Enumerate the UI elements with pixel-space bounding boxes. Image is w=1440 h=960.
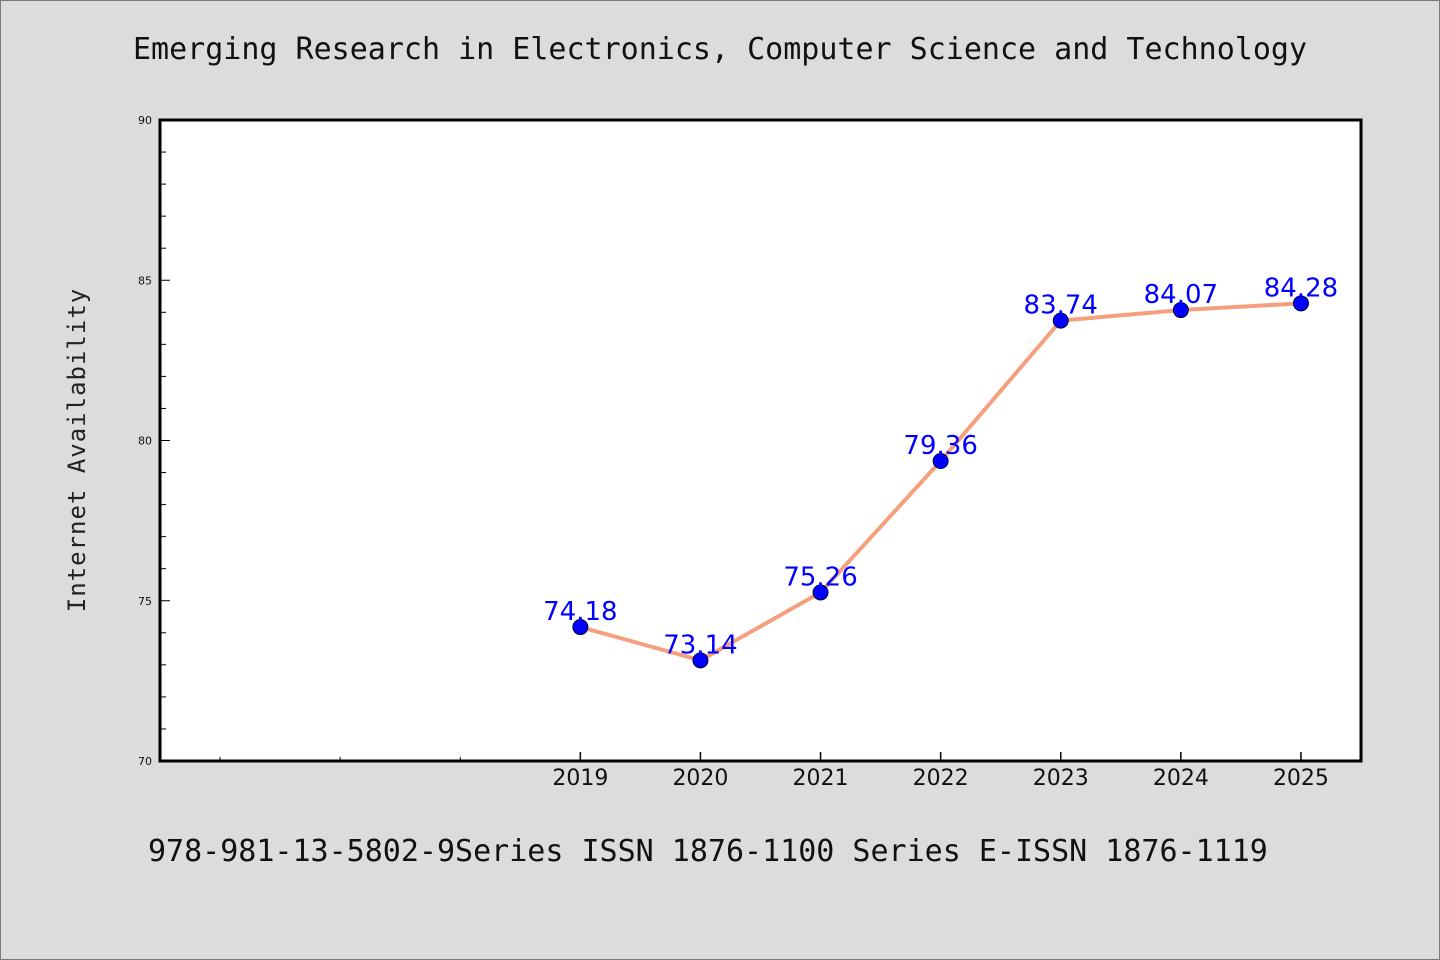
- data-label: 75.26: [783, 562, 857, 592]
- data-label: 84.28: [1264, 273, 1338, 303]
- data-label: 83.74: [1024, 291, 1098, 321]
- y-tick-label: 70: [138, 755, 152, 768]
- x-tick-label: 2023: [1033, 766, 1089, 791]
- series-group: [572, 295, 1309, 669]
- x-tick-label: 2025: [1273, 766, 1329, 791]
- data-point: [1292, 295, 1309, 312]
- x-tick-label: 2022: [913, 766, 969, 791]
- data-label: 79.36: [903, 431, 977, 461]
- y-tick-label: 85: [138, 274, 152, 287]
- data-label: 74.18: [543, 597, 617, 627]
- data-point: [932, 453, 949, 470]
- isbn-footer: 978-981-13-5802-9Series ISSN 1876-1100 S…: [148, 834, 1268, 869]
- data-labels: 74.18 73.14 75.26 79.36 83.74 84.07 84.28: [543, 273, 1338, 660]
- y-tick-label: 75: [138, 595, 152, 608]
- chart-title: Emerging Research in Electronics, Comput…: [133, 32, 1307, 67]
- data-point: [692, 652, 709, 669]
- x-tick-label: 2020: [672, 766, 728, 791]
- x-tick-label: 2019: [552, 766, 608, 791]
- data-point: [812, 584, 829, 601]
- y-axis: 70 75 80 85 90: [138, 114, 170, 768]
- x-tick-label: 2021: [793, 766, 849, 791]
- plot-area: [158, 118, 1363, 763]
- x-tick-label: 2024: [1153, 766, 1209, 791]
- data-point: [1172, 302, 1189, 319]
- data-point: [572, 619, 589, 636]
- data-label: 73.14: [663, 630, 737, 660]
- data-label: 84.07: [1144, 280, 1218, 310]
- x-axis: 2019 2020 2021 2022 2023 2024 2025: [219, 752, 1329, 791]
- y-tick-label: 80: [138, 435, 152, 448]
- y-tick-label: 90: [138, 114, 152, 127]
- data-point: [1052, 312, 1069, 329]
